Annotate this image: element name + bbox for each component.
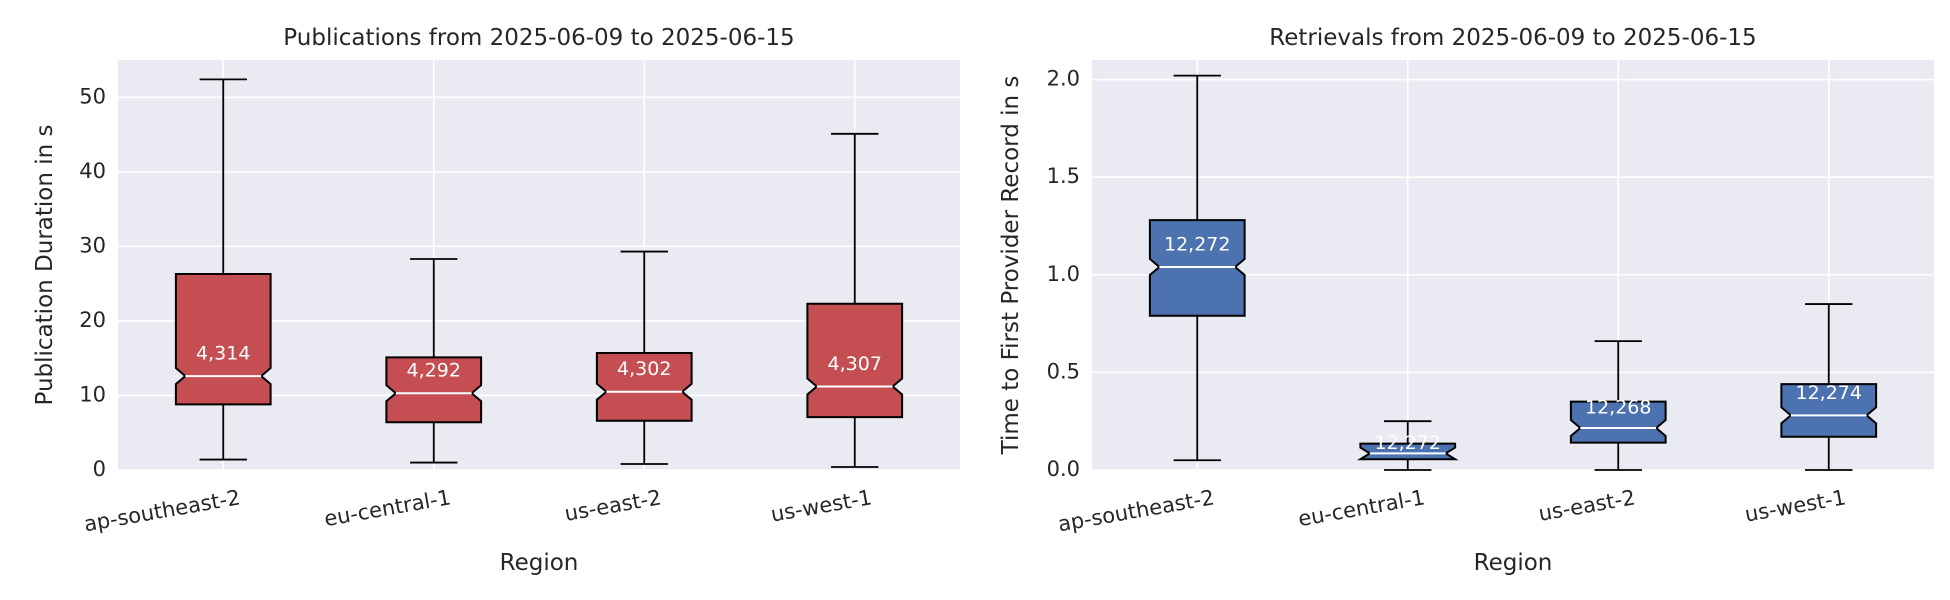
y-tick-label: 20: [79, 308, 106, 332]
y-tick-label: 10: [79, 382, 106, 406]
x-tick-label: us-west-1: [769, 485, 874, 526]
box-eu-central-1: 12,272: [1356, 420, 1459, 471]
count-label: 4,307: [828, 353, 882, 375]
count-label: 12,268: [1585, 397, 1651, 419]
box-body: [174, 272, 272, 406]
box-us-east-2: 12,268: [1569, 340, 1667, 471]
box-body: [806, 302, 904, 419]
box-body: [1780, 383, 1878, 438]
y-axis-label: Time to First Provider Record in s: [998, 76, 1024, 456]
count-label: 12,274: [1796, 382, 1862, 404]
x-axis-label: Region: [500, 550, 579, 576]
x-tick-label: ap-southeast-2: [82, 485, 242, 536]
count-label: 4,292: [407, 360, 461, 382]
box-us-west-1: 4,307: [806, 132, 904, 468]
box-us-west-1: 12,274: [1780, 303, 1878, 471]
box-ap-southeast-2: 12,272: [1148, 74, 1246, 462]
count-label: 12,272: [1164, 233, 1230, 255]
x-axis-label: Region: [1474, 550, 1553, 576]
box-body: [595, 351, 693, 422]
y-tick-label: 0: [93, 457, 106, 481]
y-tick-label: 30: [79, 233, 106, 257]
publications-panel: 4,314 4,292 4,302 4,307 0 10 20 30 40 50 ap-south…: [32, 25, 960, 576]
count-label: 4,302: [617, 358, 671, 380]
box-ap-southeast-2: 4,314: [174, 78, 272, 461]
chart-title: Retrievals from 2025-06-09 to 2025-06-15: [1269, 25, 1756, 51]
x-tick-label: us-east-2: [1537, 485, 1637, 526]
y-tick-label: 40: [79, 159, 106, 183]
chart-title: Publications from 2025-06-09 to 2025-06-…: [283, 25, 794, 51]
box-us-east-2: 4,302: [595, 250, 693, 465]
x-tick-label: eu-central-1: [1296, 485, 1426, 531]
y-tick-label: 0.0: [1047, 457, 1080, 481]
x-tick-label: ap-southeast-2: [1056, 485, 1216, 536]
count-label: 12,272: [1375, 432, 1441, 454]
x-tick-label: us-west-1: [1743, 485, 1848, 526]
x-tick-label: us-east-2: [563, 485, 663, 526]
count-label: 4,314: [196, 343, 250, 365]
y-tick-label: 2.0: [1047, 67, 1080, 91]
y-tick-label: 1.0: [1047, 262, 1080, 286]
box-eu-central-1: 4,292: [385, 258, 483, 464]
y-axis-label: Publication Duration in s: [32, 125, 58, 406]
box-body: [1569, 400, 1667, 444]
y-tick-label: 1.5: [1047, 164, 1080, 188]
y-tick-label: 0.5: [1047, 359, 1080, 383]
retrievals-panel: 12,272 12,272 12,268 12,274 0.0 0.5 1.0 1.5 2.0…: [998, 25, 1934, 576]
x-tick-label: eu-central-1: [322, 485, 452, 531]
y-tick-label: 50: [79, 84, 106, 108]
box-body: [385, 356, 483, 424]
box-body: [1356, 442, 1459, 461]
